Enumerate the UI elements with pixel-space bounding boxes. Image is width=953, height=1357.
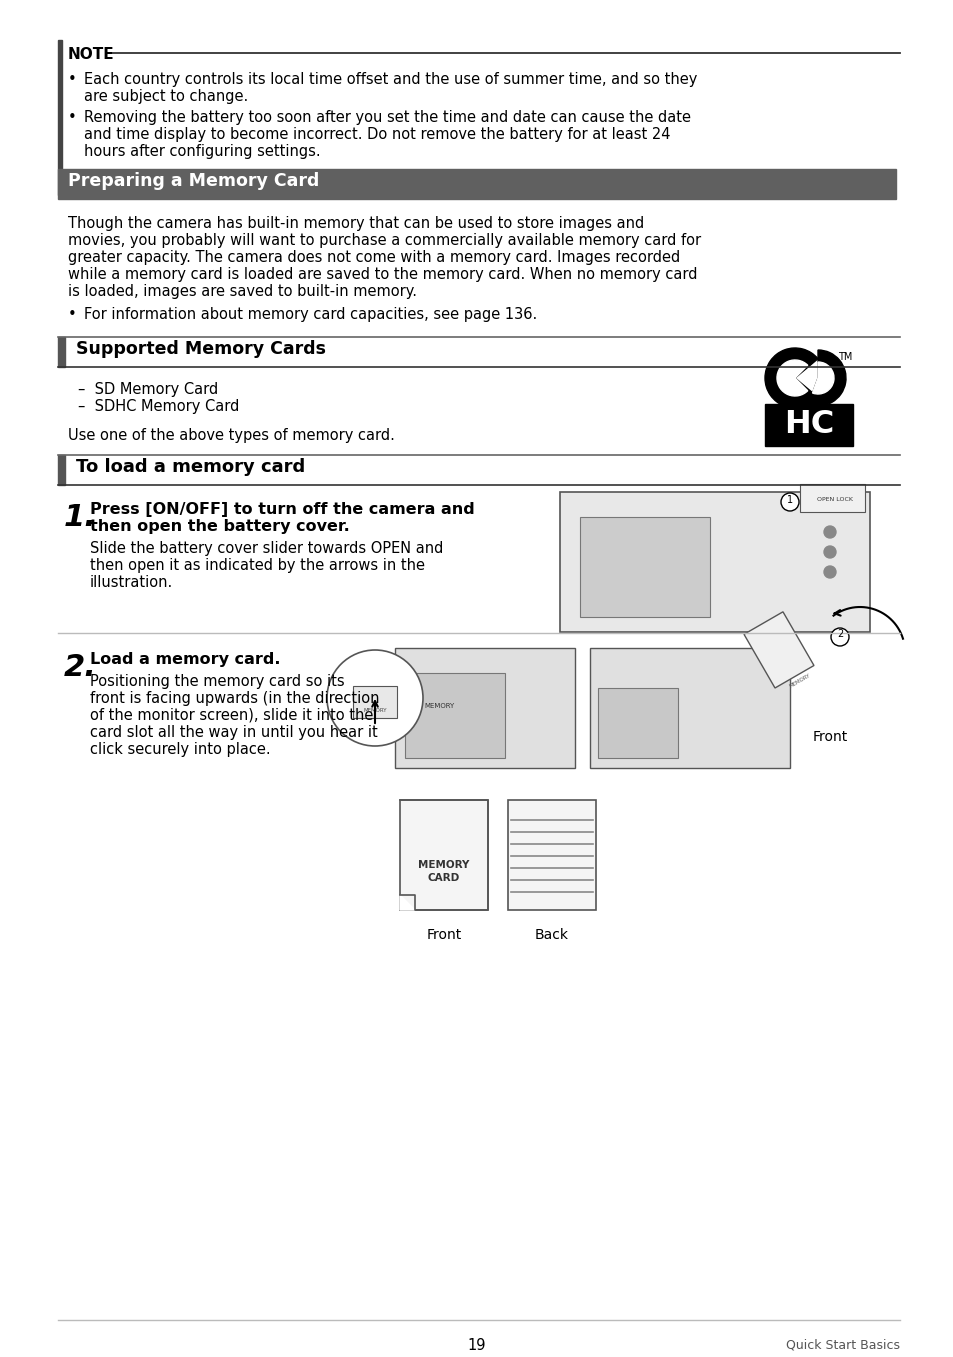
Text: 1.: 1. (64, 503, 97, 532)
Circle shape (781, 493, 799, 512)
Text: Press [ON/OFF] to turn off the camera and: Press [ON/OFF] to turn off the camera an… (90, 502, 475, 517)
Bar (405, 673, 504, 759)
Text: Use one of the above types of memory card.: Use one of the above types of memory car… (68, 427, 395, 442)
Bar (507, 801, 596, 911)
Text: MEMORY: MEMORY (424, 703, 455, 708)
Text: is loaded, images are saved to built-in memory.: is loaded, images are saved to built-in … (68, 284, 416, 299)
Circle shape (327, 650, 422, 746)
Bar (743, 612, 813, 688)
Text: front is facing upwards (in the direction: front is facing upwards (in the directio… (90, 691, 379, 706)
Wedge shape (776, 360, 807, 396)
Text: are subject to change.: are subject to change. (84, 90, 248, 104)
Text: –  SDHC Memory Card: – SDHC Memory Card (78, 399, 239, 414)
Text: Load a memory card.: Load a memory card. (90, 651, 280, 668)
Bar (559, 493, 869, 632)
Text: For information about memory card capacities, see page 136.: For information about memory card capaci… (84, 307, 537, 322)
Text: TM: TM (837, 351, 851, 362)
Text: MEMORY
CARD: MEMORY CARD (417, 860, 469, 883)
Text: Though the camera has built-in memory that can be used to store images and: Though the camera has built-in memory th… (68, 216, 643, 231)
Text: then open it as indicated by the arrows in the: then open it as indicated by the arrows … (90, 558, 424, 573)
Text: card slot all the way in until you hear it: card slot all the way in until you hear … (90, 725, 377, 740)
Wedge shape (764, 347, 817, 408)
Bar (764, 404, 852, 446)
Text: •: • (68, 307, 76, 322)
Text: MEMORY: MEMORY (788, 673, 811, 689)
Bar (800, 484, 864, 512)
Text: –  SD Memory Card: – SD Memory Card (78, 383, 218, 398)
Circle shape (823, 527, 835, 537)
Polygon shape (399, 896, 415, 911)
Bar (399, 801, 488, 911)
Text: Back: Back (535, 928, 568, 942)
Wedge shape (807, 350, 845, 406)
Text: 19: 19 (467, 1338, 486, 1353)
Text: Slide the battery cover slider towards OPEN and: Slide the battery cover slider towards O… (90, 541, 443, 556)
Text: MEMORY: MEMORY (363, 708, 386, 712)
Text: of the monitor screen), slide it into the: of the monitor screen), slide it into th… (90, 708, 373, 723)
Text: NOTE: NOTE (68, 47, 114, 62)
Text: hours after configuring settings.: hours after configuring settings. (84, 144, 320, 159)
Circle shape (823, 546, 835, 558)
Text: and time display to become incorrect. Do not remove the battery for at least 24: and time display to become incorrect. Do… (84, 128, 670, 142)
Bar (589, 649, 789, 768)
Bar (395, 649, 575, 768)
Text: To load a memory card: To load a memory card (76, 459, 305, 476)
Text: •: • (68, 72, 76, 87)
Circle shape (830, 628, 848, 646)
Text: Supported Memory Cards: Supported Memory Cards (76, 341, 326, 358)
Text: OPEN LOCK: OPEN LOCK (816, 497, 852, 502)
Text: •: • (68, 110, 76, 125)
Text: Front: Front (426, 928, 461, 942)
Text: 2: 2 (836, 630, 842, 639)
Text: illustration.: illustration. (90, 575, 173, 590)
Bar (58, 337, 65, 366)
Text: 1: 1 (786, 495, 792, 505)
Text: Positioning the memory card so its: Positioning the memory card so its (90, 674, 344, 689)
Bar (353, 687, 396, 718)
Bar (579, 517, 709, 617)
Text: greater capacity. The camera does not come with a memory card. Images recorded: greater capacity. The camera does not co… (68, 250, 679, 265)
Wedge shape (812, 362, 833, 394)
Text: click securely into place.: click securely into place. (90, 742, 271, 757)
Text: HC: HC (783, 408, 833, 440)
Text: 2.: 2. (64, 653, 97, 683)
Bar (598, 688, 678, 759)
Bar (58, 39, 62, 195)
Text: Quick Start Basics: Quick Start Basics (785, 1338, 899, 1352)
Bar (58, 455, 65, 484)
Bar (58, 170, 895, 199)
Text: Preparing a Memory Card: Preparing a Memory Card (68, 172, 319, 190)
Text: Removing the battery too soon after you set the time and date can cause the date: Removing the battery too soon after you … (84, 110, 690, 125)
Text: Front: Front (812, 730, 846, 744)
Text: Each country controls its local time offset and the use of summer time, and so t: Each country controls its local time off… (84, 72, 697, 87)
Text: while a memory card is loaded are saved to the memory card. When no memory card: while a memory card is loaded are saved … (68, 267, 697, 282)
Text: movies, you probably will want to purchase a commercially available memory card : movies, you probably will want to purcha… (68, 233, 700, 248)
Circle shape (823, 566, 835, 578)
Text: then open the battery cover.: then open the battery cover. (90, 518, 350, 535)
